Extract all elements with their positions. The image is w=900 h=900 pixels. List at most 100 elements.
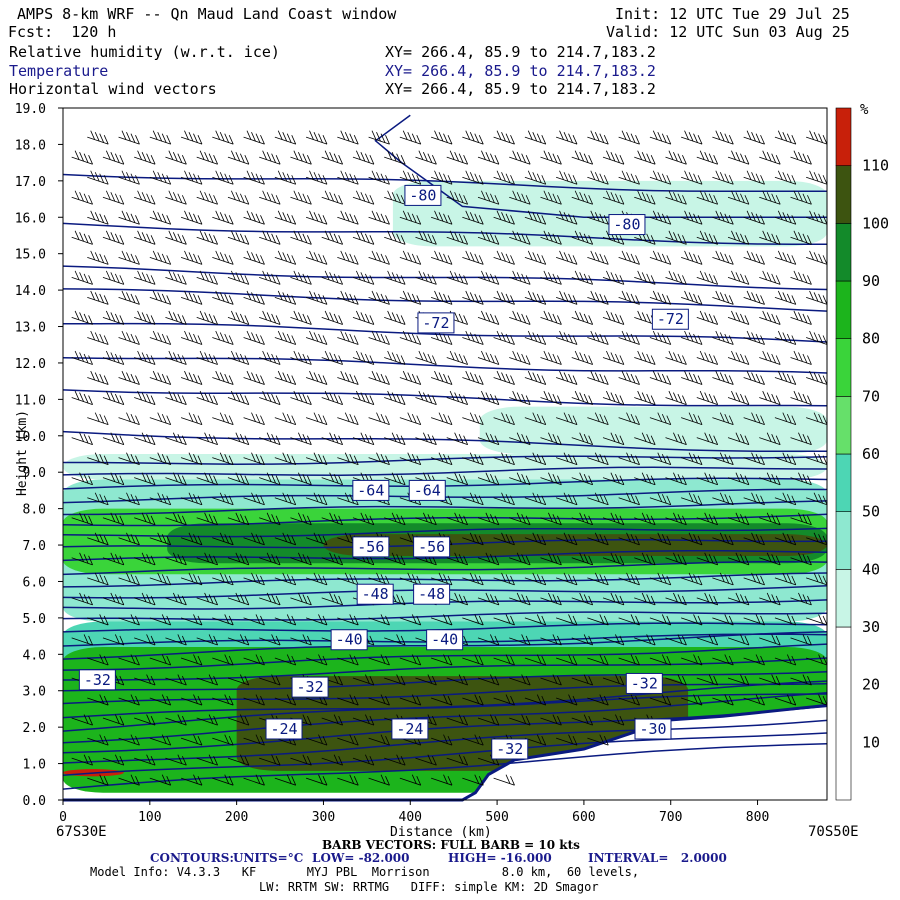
wind-barb	[587, 572, 609, 586]
isotherm-label: -56	[413, 536, 451, 558]
isotherm-line	[62, 693, 828, 719]
y-tick-label: 3.0	[23, 685, 46, 700]
wind-barb	[321, 432, 343, 446]
wind-barb	[212, 654, 234, 666]
wind-barb	[259, 552, 281, 566]
wind-barb	[118, 774, 140, 786]
wind-barb	[540, 512, 562, 526]
wind-barb	[212, 532, 234, 546]
x-tick-label: 500	[485, 810, 508, 825]
field-name-wind: Horizontal wind vectors	[9, 80, 217, 98]
isotherm-label: -40	[330, 629, 368, 651]
wind-barb	[71, 270, 93, 285]
wind-barb	[540, 592, 562, 606]
wind-barb	[430, 614, 453, 626]
contour-high: HIGH= -16.000	[448, 851, 552, 865]
wind-barb	[727, 674, 750, 686]
colorbar-label: 10	[862, 733, 880, 751]
wind-barb	[681, 412, 703, 425]
wind-barb	[87, 370, 109, 385]
wind-barb	[399, 170, 422, 185]
wind-barb	[712, 492, 734, 506]
wind-barb	[118, 290, 140, 305]
wind-barb	[415, 270, 437, 285]
isotherm-line	[62, 719, 828, 764]
wind-barb	[446, 350, 469, 365]
wind-barb	[165, 390, 187, 405]
isotherm-label-text: -56	[418, 538, 445, 556]
wind-barb	[118, 654, 140, 666]
isotherm-line	[62, 500, 828, 516]
wind-barb	[430, 370, 453, 385]
wind-barb	[759, 190, 781, 205]
wind-barb	[399, 250, 422, 265]
wind-barb	[446, 754, 469, 766]
wind-barb	[87, 694, 109, 706]
wind-barb	[790, 150, 812, 165]
wind-barb	[759, 512, 781, 526]
wind-barb	[727, 390, 750, 405]
colorbar-label: 100	[862, 214, 889, 232]
wind-barb	[509, 634, 531, 646]
wind-barb	[712, 210, 734, 225]
field-xy-temperature: XY= 266.4, 85.9 to 214.7,183.2	[385, 62, 656, 80]
wind-barb	[337, 170, 359, 185]
wind-barb	[649, 210, 672, 225]
isotherm-line	[62, 643, 828, 671]
wind-barb	[212, 170, 234, 185]
wind-barb	[774, 694, 797, 706]
wind-barb	[681, 290, 703, 305]
isotherm-label-text: -72	[422, 314, 449, 332]
x-tick-label: 600	[572, 810, 595, 825]
wind-barb	[587, 250, 609, 265]
wind-barb	[774, 492, 797, 506]
wind-barb	[399, 452, 422, 466]
wind-barb	[524, 452, 547, 466]
wind-barb	[227, 230, 250, 245]
wind-barb	[759, 432, 781, 446]
wind-barb	[790, 310, 812, 325]
wind-barb	[243, 250, 265, 265]
y-tick-label: 13.0	[15, 321, 46, 336]
wind-barb	[712, 532, 734, 546]
colorbar-unit: %	[860, 102, 869, 118]
wind-barb	[149, 452, 172, 466]
wind-barb	[227, 592, 250, 606]
wind-barb	[352, 754, 375, 766]
start-point-label: 67S30E	[56, 824, 107, 840]
wind-barb	[290, 150, 312, 165]
wind-barb	[102, 350, 125, 365]
wind-barb	[634, 592, 656, 606]
wind-barb	[634, 190, 656, 205]
wind-barb	[87, 572, 109, 586]
wind-barb	[368, 250, 390, 265]
wind-barb	[212, 330, 234, 345]
wind-barb	[587, 210, 609, 225]
wind-barb	[368, 572, 390, 586]
wind-barb	[384, 350, 406, 365]
wind-barb	[555, 330, 578, 345]
wind-barb	[180, 330, 203, 345]
wind-barb	[165, 592, 187, 606]
wind-barb	[790, 390, 812, 405]
wind-barb	[477, 390, 500, 405]
wind-barb	[649, 130, 672, 145]
wind-barb	[696, 270, 719, 285]
y-tick-label: 10.0	[15, 430, 46, 445]
wind-barb	[165, 432, 187, 446]
wind-barb	[87, 774, 109, 786]
wind-barb	[524, 170, 547, 185]
wind-barb	[212, 290, 234, 305]
wind-barb	[649, 654, 672, 666]
wind-barb	[212, 370, 234, 385]
wind-barb	[196, 592, 218, 606]
y-tick-label: 5.0	[23, 612, 46, 627]
wind-barb	[743, 250, 765, 265]
colorbar-bin	[835, 280, 852, 339]
wind-barb	[602, 150, 625, 165]
wind-barb	[430, 654, 453, 666]
terrain-fill	[63, 705, 827, 800]
wind-barb	[243, 654, 265, 666]
wind-barb	[759, 150, 781, 165]
